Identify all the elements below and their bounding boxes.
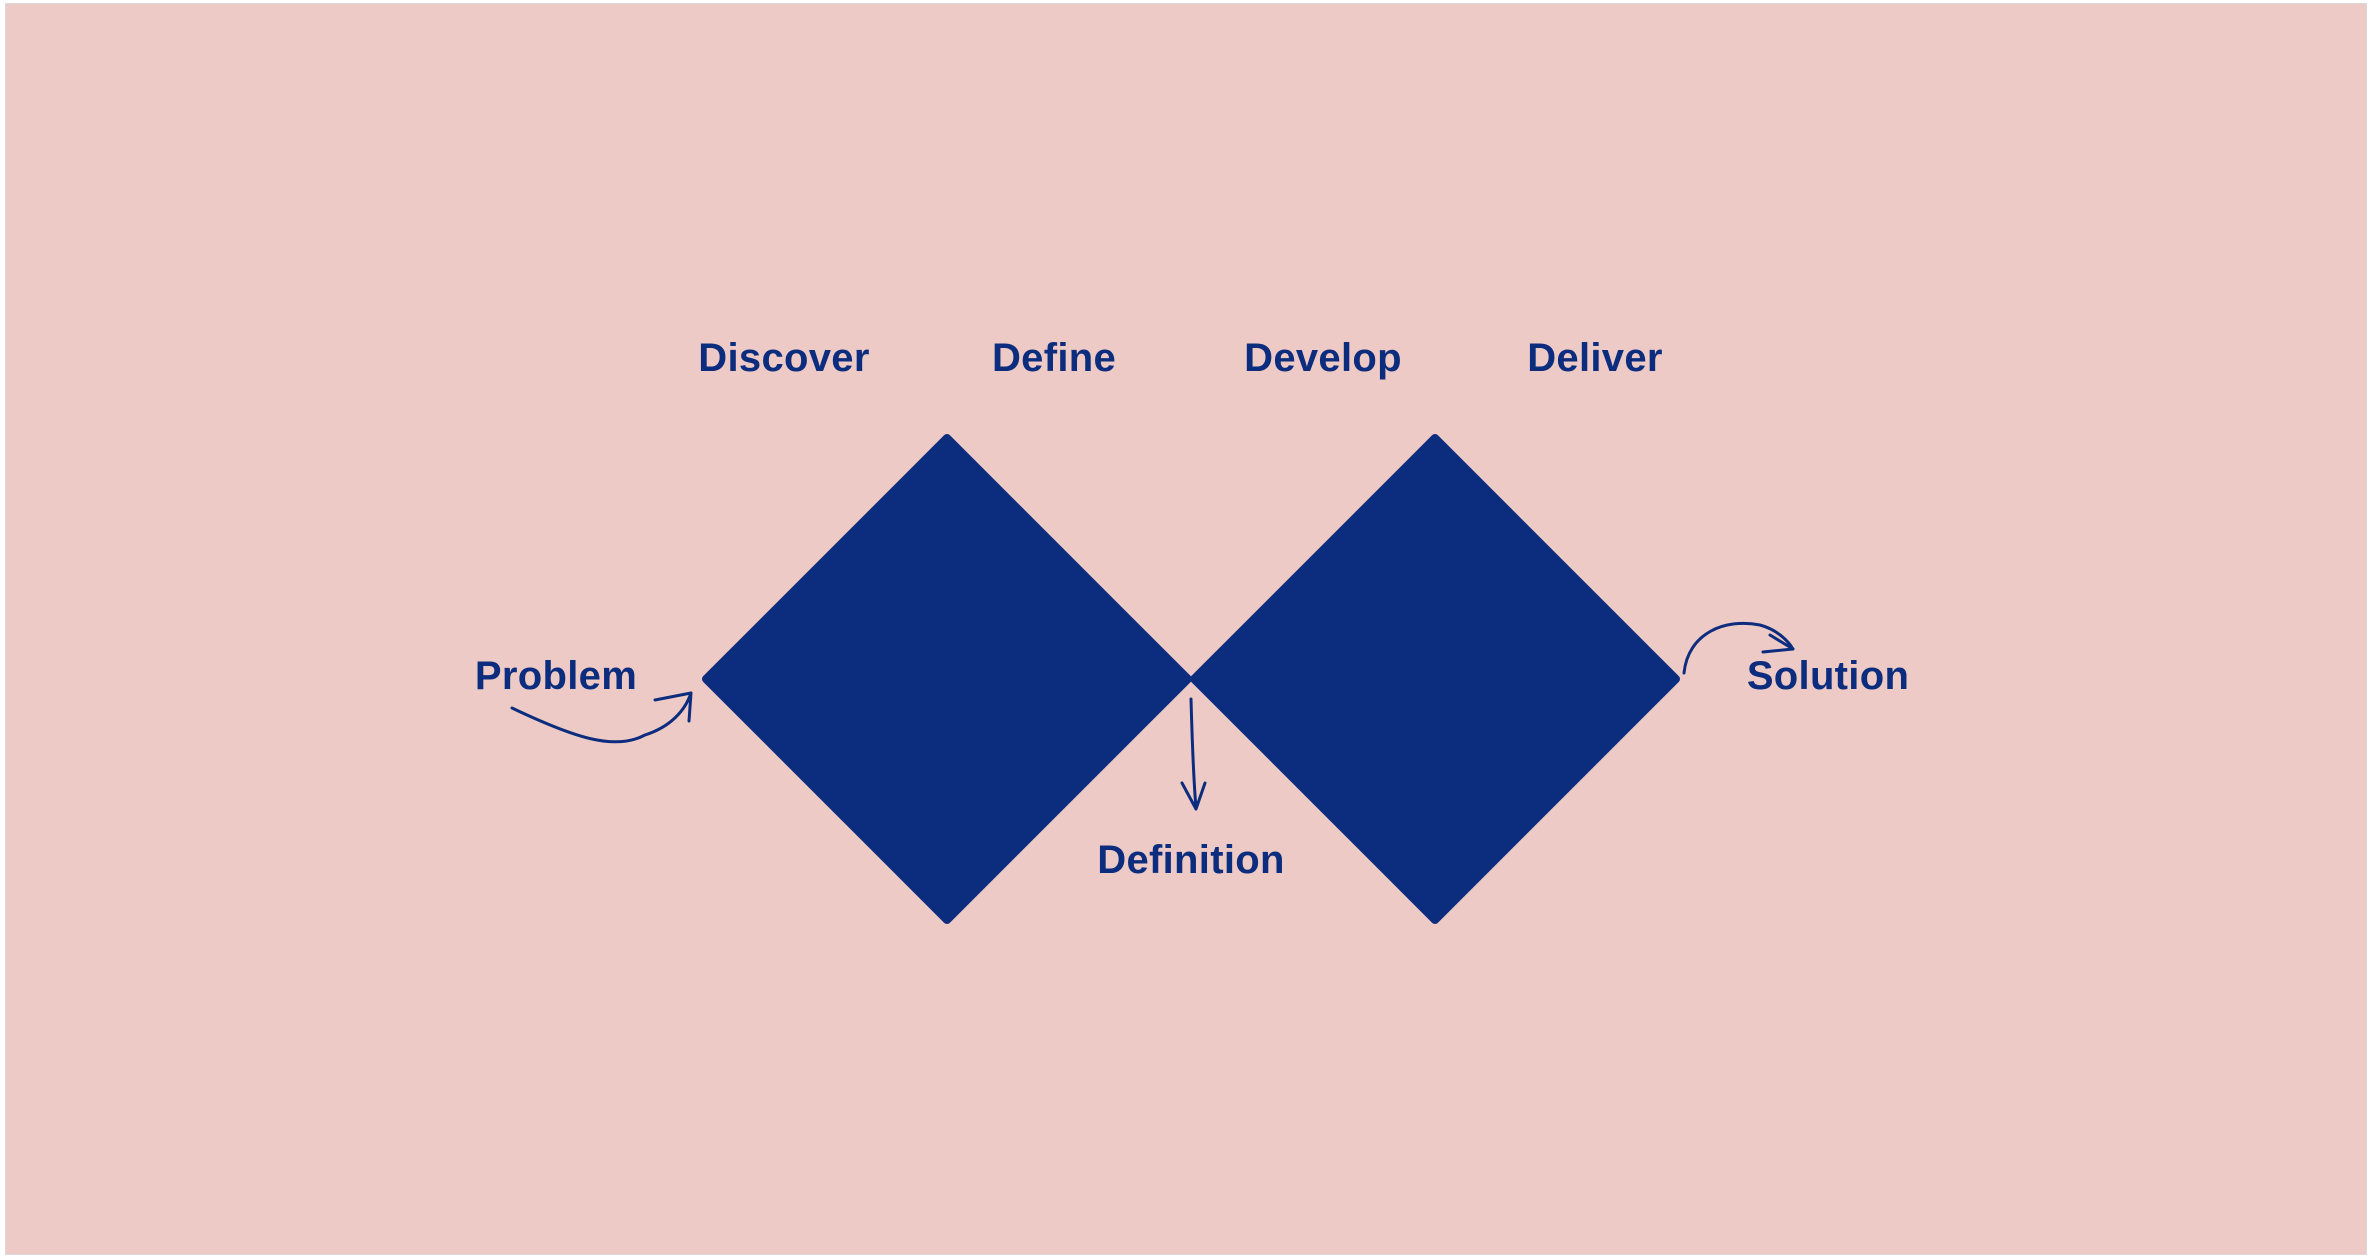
definition-arrow-icon — [1189, 697, 1198, 810]
definition-label: Definition — [1097, 838, 1284, 882]
definition-arrowhead-icon — [1180, 781, 1207, 811]
phase-label-deliver: Deliver — [1527, 336, 1663, 380]
solution-arrowhead-icon — [1761, 633, 1795, 654]
problem-arrow-icon — [510, 691, 693, 744]
background — [5, 3, 2367, 1255]
develop-deliver-diamond — [1190, 434, 1680, 924]
solution-arrow-icon — [1682, 621, 1795, 675]
phase-label-define: Define — [992, 336, 1116, 380]
phase-label-discover: Discover — [698, 336, 869, 380]
problem-label: Problem — [475, 654, 637, 698]
discover-define-diamond — [702, 434, 1192, 924]
problem-arrowhead-icon — [653, 691, 693, 723]
phase-label-develop: Develop — [1244, 336, 1402, 380]
double-diamond-canvas: Discover Define Develop Deliver Problem … — [5, 3, 2367, 1255]
solution-label: Solution — [1747, 654, 1909, 698]
double-diamond-diagram: Discover Define Develop Deliver Problem … — [5, 3, 2367, 1255]
